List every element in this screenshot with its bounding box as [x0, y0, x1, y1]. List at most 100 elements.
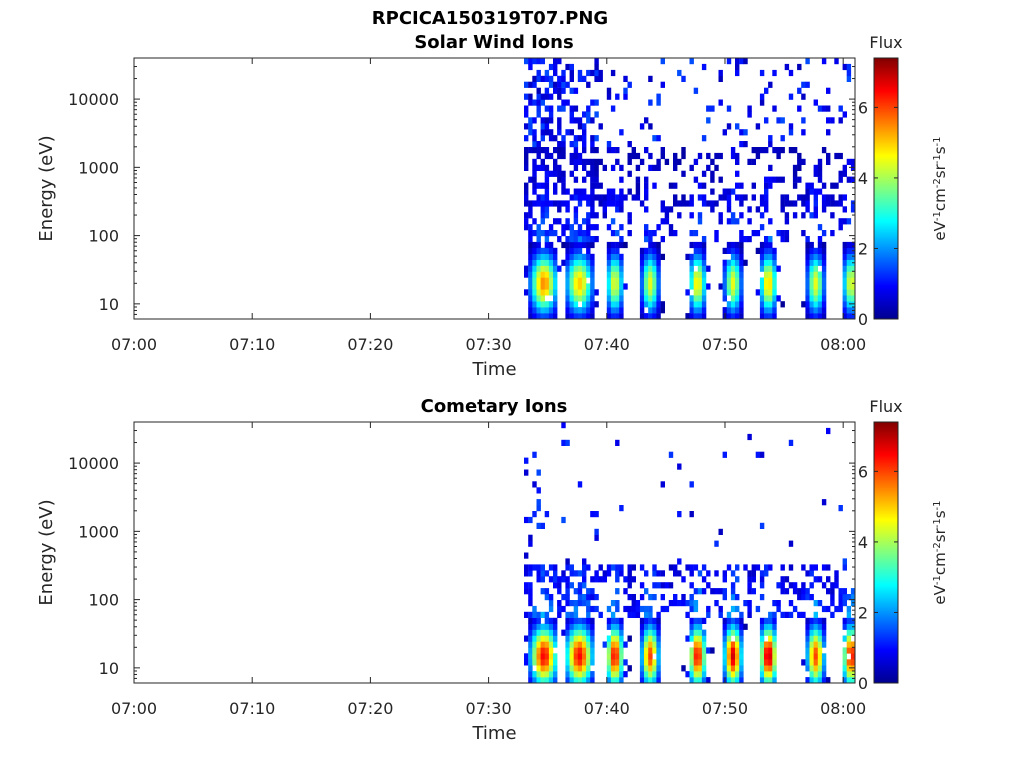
spectrogram-cell [817, 659, 823, 666]
spectrogram-cell [536, 313, 541, 320]
spectrogram-cell [739, 307, 744, 314]
spectrogram-cell [606, 677, 612, 684]
spectrogram-cell [639, 665, 645, 672]
spectrogram-cell [697, 283, 703, 290]
spectrogram-cell [577, 265, 583, 272]
spectrogram-cell [606, 295, 612, 302]
spectrogram-cell [726, 307, 732, 314]
spectrogram-cell [656, 277, 661, 284]
spectrogram-cell [565, 623, 570, 630]
spectrogram-cell [821, 200, 827, 207]
spectrogram-cell [656, 677, 661, 684]
spectrogram-cell [656, 611, 661, 618]
spectrogram-cell [739, 129, 744, 136]
spectrogram-cell [548, 271, 554, 278]
spectrogram-cell [710, 588, 715, 595]
spectrogram-cell [689, 665, 694, 672]
spectrogram-cell [842, 259, 847, 266]
spectrogram-cell [590, 605, 595, 613]
spectrogram-cell [536, 259, 541, 266]
spectrogram-cell [553, 63, 558, 71]
spectrogram-cell [817, 259, 823, 266]
spectrogram-cell [553, 283, 558, 290]
spectrogram-cell [610, 313, 616, 320]
spectrogram-cell [673, 200, 678, 207]
spectrogram-cell [577, 635, 583, 642]
spectrogram-cell [639, 594, 645, 601]
spectrogram-cell [747, 111, 752, 118]
spectrogram-cell [730, 671, 736, 678]
spectrogram-cell [606, 224, 612, 231]
spectrogram-cell [606, 247, 612, 254]
spectrogram-cell [565, 218, 570, 225]
spectrogram-cell [768, 635, 773, 642]
spectrogram-cell [809, 641, 814, 648]
spectrogram-cell [536, 487, 541, 494]
spectrogram-cell [619, 271, 624, 278]
spectrogram-cell [809, 564, 814, 571]
spectrogram-cell [747, 158, 752, 165]
spectrogram-cell [743, 623, 748, 630]
spectrogram-cell [772, 665, 777, 672]
spectrogram-cell [701, 265, 707, 272]
spectrogram-cell [735, 63, 740, 71]
spectrogram-cell [701, 289, 707, 296]
spectrogram-cell [577, 671, 583, 678]
spectrogram-cell [813, 206, 818, 213]
spectrogram-cell [544, 653, 550, 660]
spectrogram-cell [652, 265, 657, 272]
spectrogram-cell [801, 594, 806, 601]
spectrogram-cell [577, 69, 583, 77]
spectrogram-cell [544, 182, 550, 189]
spectrogram-cell [528, 516, 533, 524]
spectrogram-cell [536, 671, 541, 678]
spectrogram-cell [722, 265, 727, 272]
spectrogram-cell [764, 147, 769, 154]
spectrogram-cell [768, 236, 773, 243]
spectrogram-cell [697, 641, 703, 648]
spectrogram-cell [805, 241, 810, 249]
spectrogram-cell [821, 653, 827, 660]
spectrogram-cell [532, 158, 537, 165]
spectrogram-cell [577, 629, 583, 636]
spectrogram-cell [644, 659, 649, 666]
spectrogram-cell [615, 295, 620, 302]
spectrogram-cell [569, 659, 574, 666]
spectrogram-cell [577, 236, 583, 243]
spectrogram-cell [644, 570, 649, 577]
spectrogram-cell [660, 236, 665, 243]
spectrogram-cell [590, 117, 595, 124]
spectrogram-cell [639, 283, 645, 290]
spectrogram-cell [528, 271, 533, 278]
spectrogram-cell [759, 253, 765, 260]
spectrogram-cell [846, 671, 852, 678]
spectrogram-cell [553, 307, 558, 314]
spectrogram-cell [631, 605, 636, 613]
spectrogram-cell [743, 129, 748, 136]
x-tick-label: 07:40 [584, 699, 630, 718]
spectrogram-cell [689, 265, 694, 272]
spectrogram-cell [644, 206, 649, 213]
spectrogram-cell [697, 659, 703, 666]
spectrogram-cell [697, 623, 703, 630]
colorbar-tick-label: 6 [858, 98, 868, 117]
spectrogram-cell [697, 241, 703, 249]
spectrogram-cell [813, 576, 818, 583]
spectrogram-cell [532, 605, 537, 613]
spectrogram-cell [768, 677, 773, 684]
spectrogram-cell [590, 594, 595, 601]
spectrogram-cell [615, 647, 620, 654]
spectrogram-cell [536, 617, 541, 624]
spectrogram-cell [838, 105, 843, 112]
spectrogram-cell [677, 69, 682, 77]
spectrogram-cell [726, 665, 732, 672]
spectrogram-cell [821, 641, 827, 648]
spectrogram-cell [780, 564, 785, 571]
spectrogram-cell [660, 481, 665, 488]
spectrogram-cell [842, 313, 847, 320]
spectrogram-cell [582, 218, 587, 225]
spectrogram-cell [751, 147, 756, 154]
spectrogram-cell [784, 230, 790, 237]
spectrogram-cell [540, 147, 545, 154]
spectrogram-cell [673, 230, 678, 237]
